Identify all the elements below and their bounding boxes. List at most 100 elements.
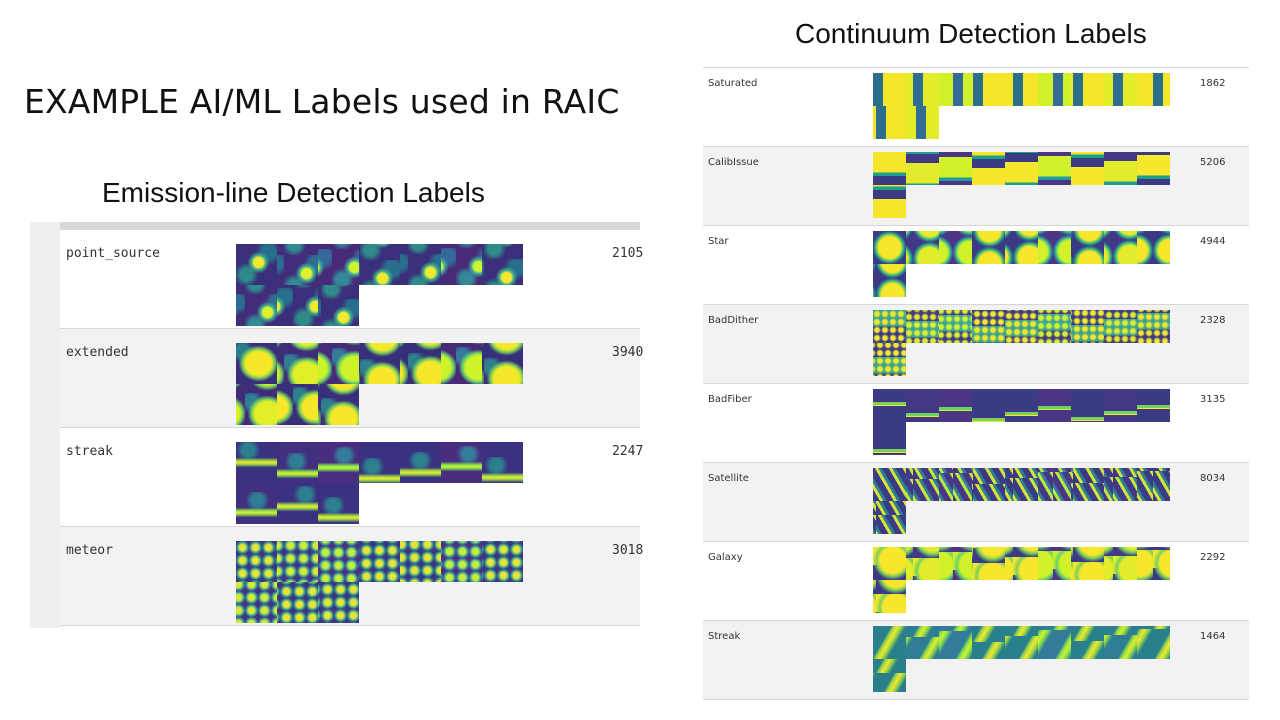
thumbnail-image xyxy=(1104,310,1137,343)
thumbnail-image xyxy=(318,582,359,623)
thumbnail-image xyxy=(318,244,359,285)
table-side-strip xyxy=(30,222,60,628)
table-row[interactable]: meteor 3018 xyxy=(60,527,644,626)
thumbnail-image xyxy=(873,468,906,501)
thumbnail-image xyxy=(1071,231,1104,264)
row-label: CalibIssue xyxy=(708,157,759,168)
thumbnail-image xyxy=(1137,547,1170,580)
thumbnail-image xyxy=(1137,468,1170,501)
thumbnail-image xyxy=(873,580,906,613)
thumbnail-strip xyxy=(873,389,1175,455)
thumbnail-image xyxy=(400,442,441,483)
row-label: Star xyxy=(708,236,729,247)
row-label: extended xyxy=(66,345,129,360)
thumbnail-image xyxy=(318,541,359,582)
thumbnail-strip xyxy=(873,468,1175,534)
thumbnail-image xyxy=(359,343,400,384)
thumbnail-image xyxy=(972,73,1005,106)
thumbnail-image xyxy=(939,547,972,580)
thumbnail-image xyxy=(939,626,972,659)
thumbnail-image xyxy=(1137,389,1170,422)
thumbnail-image xyxy=(906,231,939,264)
thumbnail-image xyxy=(1005,231,1038,264)
thumbnail-image xyxy=(441,442,482,483)
continuum-section-title: Continuum Detection Labels xyxy=(795,18,1147,49)
thumbnail-image xyxy=(1005,468,1038,501)
thumbnail-image xyxy=(873,231,906,264)
thumbnail-image xyxy=(318,285,359,326)
thumbnail-image xyxy=(400,244,441,285)
thumbnail-image xyxy=(972,310,1005,343)
thumbnail-image xyxy=(873,422,906,455)
thumbnail-image xyxy=(1038,73,1071,106)
table-row[interactable]: streak 2247 xyxy=(60,428,643,527)
row-count: 2105 xyxy=(612,246,644,261)
thumbnail-image xyxy=(277,285,318,326)
table-row[interactable]: Star 4944 xyxy=(703,226,1249,305)
thumbnail-image xyxy=(441,244,482,285)
thumbnail-image xyxy=(1104,231,1137,264)
thumbnail-image xyxy=(873,152,906,185)
row-count: 3018 xyxy=(612,543,644,558)
row-label: Galaxy xyxy=(708,552,743,563)
thumbnail-image xyxy=(1137,152,1170,185)
thumbnail-image xyxy=(359,541,400,582)
table-row[interactable]: extended 3940 xyxy=(60,329,644,428)
thumbnail-strip xyxy=(873,73,1175,139)
thumbnail-image xyxy=(873,626,906,659)
row-label: point_source xyxy=(66,246,160,261)
table-row[interactable]: CalibIssue 5206 xyxy=(703,147,1249,226)
thumbnail-image xyxy=(873,501,906,534)
thumbnail-image xyxy=(972,626,1005,659)
table-row[interactable]: Streak 1464 xyxy=(703,621,1249,700)
thumbnail-image xyxy=(873,73,906,106)
thumbnail-strip xyxy=(873,310,1175,376)
table-row[interactable]: BadFiber 3135 xyxy=(703,384,1249,463)
thumbnail-image xyxy=(236,285,277,326)
thumbnail-image xyxy=(318,384,359,425)
thumbnail-image xyxy=(1071,389,1104,422)
emission-label-table: point_source 2105 extended 3940 streak 2… xyxy=(30,222,644,628)
row-count: 4944 xyxy=(1200,236,1226,247)
thumbnail-image xyxy=(1071,547,1104,580)
thumbnail-image xyxy=(1005,310,1038,343)
thumbnail-image xyxy=(482,244,523,285)
thumbnail-image xyxy=(441,343,482,384)
thumbnail-image xyxy=(1038,310,1071,343)
thumbnail-image xyxy=(1104,152,1137,185)
table-row[interactable]: BadDither 2328 xyxy=(703,305,1249,384)
thumbnail-image xyxy=(906,626,939,659)
thumbnail-image xyxy=(1005,389,1038,422)
table-row[interactable]: Galaxy 2292 xyxy=(703,542,1249,621)
row-count: 8034 xyxy=(1200,473,1226,484)
table-row[interactable]: Saturated 1862 xyxy=(703,67,1249,147)
thumbnail-image xyxy=(359,244,400,285)
thumbnail-strip xyxy=(236,442,530,524)
thumbnail-image xyxy=(1005,152,1038,185)
row-count: 3940 xyxy=(612,345,644,360)
thumbnail-image xyxy=(972,468,1005,501)
row-label: Streak xyxy=(708,631,741,642)
thumbnail-image xyxy=(236,582,277,623)
row-label: Satellite xyxy=(708,473,749,484)
thumbnail-image xyxy=(906,106,939,139)
thumbnail-image xyxy=(1104,73,1137,106)
thumbnail-image xyxy=(277,483,318,524)
thumbnail-image xyxy=(972,389,1005,422)
thumbnail-image xyxy=(939,73,972,106)
table-row[interactable]: point_source 2105 xyxy=(60,230,644,329)
thumbnail-image xyxy=(1137,231,1170,264)
row-count: 2292 xyxy=(1200,552,1226,563)
thumbnail-image xyxy=(1071,626,1104,659)
thumbnail-image xyxy=(873,264,906,297)
thumbnail-image xyxy=(1137,626,1170,659)
row-label: Saturated xyxy=(708,78,758,89)
thumbnail-strip xyxy=(873,547,1175,613)
thumbnail-image xyxy=(873,659,906,692)
thumbnail-image xyxy=(1005,626,1038,659)
thumbnail-image xyxy=(236,244,277,285)
thumbnail-image xyxy=(906,468,939,501)
thumbnail-image xyxy=(1137,73,1170,106)
table-row[interactable]: Satellite 8034 xyxy=(703,463,1249,542)
thumbnail-image xyxy=(318,343,359,384)
